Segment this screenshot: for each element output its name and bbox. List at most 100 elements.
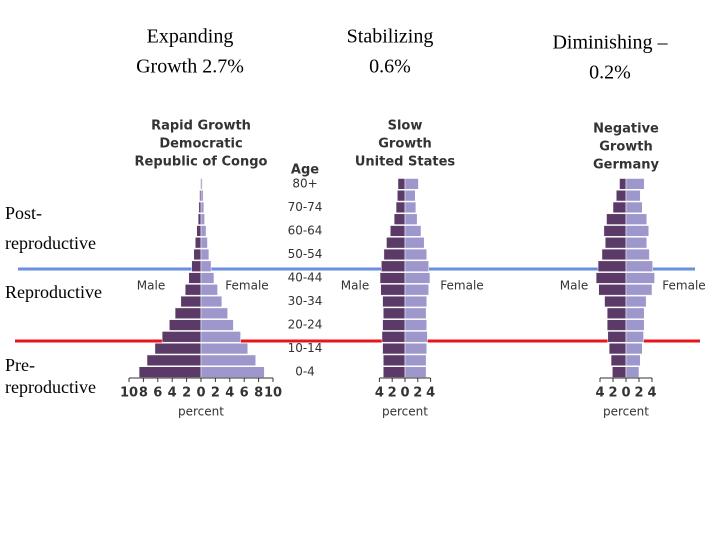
bar (625, 307, 645, 319)
bar (381, 331, 406, 343)
bar (200, 272, 215, 284)
x-tick-label: 2 (634, 386, 643, 401)
bar (200, 201, 205, 214)
heading: 0.2% (589, 62, 631, 84)
bar (625, 331, 644, 343)
x-tick-label: 2 (413, 386, 422, 401)
chart-title: United States (355, 155, 456, 170)
bar (386, 237, 406, 249)
bar (200, 178, 203, 190)
bar (382, 342, 406, 355)
bar (606, 319, 627, 331)
chart-title: Democratic (159, 137, 242, 152)
bar (625, 272, 655, 284)
bar (200, 366, 265, 378)
bar (404, 366, 427, 378)
bar (193, 248, 202, 261)
bar (382, 307, 406, 319)
x-tick-label: 4 (225, 386, 234, 401)
bar (184, 284, 202, 296)
bar (625, 237, 648, 249)
age-label: 10-14 (288, 341, 323, 355)
age-label: 30-34 (288, 294, 323, 308)
bar (625, 354, 641, 366)
x-tick-label: 8 (254, 386, 263, 401)
bar (625, 178, 645, 190)
x-tick-label: 8 (139, 386, 148, 401)
bar (404, 248, 428, 261)
x-tick-label: 2 (388, 386, 397, 401)
x-tick-label: 10 (120, 386, 138, 401)
x-tick-label: 6 (153, 386, 162, 401)
bar (200, 237, 208, 249)
bar (393, 213, 406, 225)
age-label: 0-4 (295, 365, 315, 379)
age-label: 80+ (292, 176, 317, 190)
bar (619, 178, 627, 190)
bar (382, 319, 406, 331)
chart-title: Republic of Congo (135, 155, 268, 170)
bar (169, 319, 202, 331)
bar (379, 272, 406, 284)
bar (404, 295, 428, 308)
bar (612, 366, 627, 378)
chart-title: Rapid Growth (151, 119, 251, 134)
x-tick-label: 4 (647, 386, 656, 401)
x-tick-label: 2 (608, 386, 617, 401)
bar (380, 284, 406, 296)
stage-label: Reproductive (5, 282, 102, 302)
bar (404, 213, 418, 225)
bar (404, 201, 417, 214)
bar (383, 248, 406, 261)
bar (200, 225, 207, 237)
bar (196, 225, 202, 237)
x-tick-label: 2 (211, 386, 220, 401)
stage-label: Post- (5, 203, 42, 223)
bar (200, 190, 204, 202)
age-label: 70-74 (288, 200, 323, 214)
age-label: 20-24 (288, 318, 323, 332)
bar (404, 307, 427, 319)
bar (146, 354, 202, 366)
bar (390, 225, 406, 237)
x-tick-label: 0 (621, 386, 630, 401)
x-axis-label: percent (603, 405, 649, 419)
bar (174, 307, 202, 319)
bar (625, 190, 641, 202)
x-tick-label: 4 (426, 386, 435, 401)
bar (608, 342, 627, 355)
bar (200, 295, 223, 308)
bar (625, 342, 643, 355)
bar (616, 190, 627, 202)
bar (595, 272, 627, 284)
bar (603, 225, 627, 237)
chart-title: Germany (593, 158, 659, 173)
x-axis-label: percent (178, 405, 224, 419)
x-tick-label: 0 (196, 386, 205, 401)
bar (404, 190, 416, 202)
bar (404, 342, 428, 355)
age-label: 60-64 (288, 223, 323, 237)
x-tick-label: 4 (168, 386, 177, 401)
bar (404, 178, 419, 190)
bar (604, 237, 627, 249)
bar (597, 260, 627, 272)
bar (200, 248, 210, 261)
bar (404, 260, 429, 272)
heading: Stabilizing (347, 26, 434, 48)
bar (404, 225, 422, 237)
bar (404, 272, 431, 284)
bar (200, 260, 212, 272)
bar (198, 201, 202, 214)
chart-title: Negative (593, 122, 659, 137)
stage-label: reproductive (5, 377, 96, 397)
bar (397, 178, 406, 190)
x-tick-label: 6 (240, 386, 249, 401)
bar (194, 237, 202, 249)
bar (625, 260, 653, 272)
bar (598, 284, 627, 296)
heading: Growth 2.7% (136, 56, 244, 78)
bar (612, 201, 627, 214)
bar (625, 248, 650, 261)
